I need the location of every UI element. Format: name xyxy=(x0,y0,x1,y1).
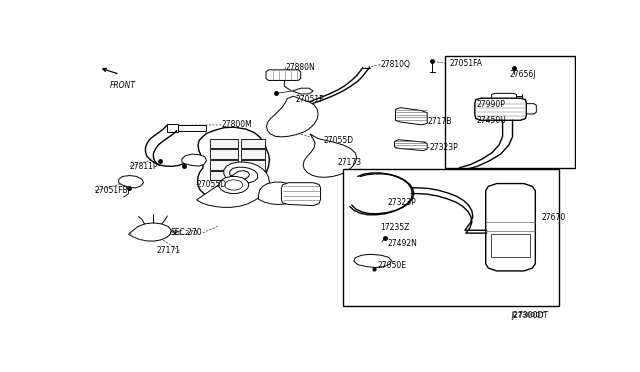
Polygon shape xyxy=(527,104,536,114)
Polygon shape xyxy=(167,124,178,132)
Text: J27300DT: J27300DT xyxy=(511,311,548,320)
Text: 27656J: 27656J xyxy=(509,70,536,79)
Text: FRONT: FRONT xyxy=(110,81,136,90)
Polygon shape xyxy=(196,162,269,207)
Text: SEC.270: SEC.270 xyxy=(171,228,202,237)
Circle shape xyxy=(219,176,248,193)
Text: 27055D: 27055D xyxy=(196,180,227,189)
Polygon shape xyxy=(211,139,237,148)
Text: 27811P: 27811P xyxy=(129,162,158,171)
Polygon shape xyxy=(129,223,172,241)
Polygon shape xyxy=(492,93,516,100)
Text: 27880N: 27880N xyxy=(286,63,316,72)
Text: 27051FB: 27051FB xyxy=(95,186,129,195)
Polygon shape xyxy=(343,169,559,306)
Text: 27492N: 27492N xyxy=(388,239,417,248)
Text: 27050E: 27050E xyxy=(378,261,406,270)
Text: 27051F: 27051F xyxy=(296,94,324,103)
Polygon shape xyxy=(211,171,237,180)
Text: 27051FA: 27051FA xyxy=(449,59,483,68)
Text: 27990P: 27990P xyxy=(477,100,506,109)
Text: SEC.270: SEC.270 xyxy=(171,230,198,236)
Text: 27323P: 27323P xyxy=(429,143,458,152)
Polygon shape xyxy=(241,139,264,148)
Polygon shape xyxy=(396,108,428,125)
Polygon shape xyxy=(241,160,264,170)
Text: 27171: 27171 xyxy=(157,246,181,255)
Polygon shape xyxy=(211,160,237,170)
Polygon shape xyxy=(241,171,264,180)
Text: 27450U: 27450U xyxy=(477,116,506,125)
Text: 27670: 27670 xyxy=(541,214,566,222)
Text: 27810Q: 27810Q xyxy=(380,60,410,69)
Polygon shape xyxy=(211,149,237,158)
Text: 27800M: 27800M xyxy=(221,121,252,129)
Text: 2717B: 2717B xyxy=(428,118,452,126)
Text: 17235Z: 17235Z xyxy=(380,224,410,232)
Polygon shape xyxy=(292,88,313,94)
Polygon shape xyxy=(475,98,527,120)
Polygon shape xyxy=(354,254,392,267)
Text: 27055D: 27055D xyxy=(323,136,353,145)
Polygon shape xyxy=(241,149,264,158)
Polygon shape xyxy=(266,96,318,137)
Circle shape xyxy=(225,180,243,190)
Polygon shape xyxy=(177,125,207,131)
Polygon shape xyxy=(445,56,575,169)
Polygon shape xyxy=(266,70,301,80)
Text: J27300DT: J27300DT xyxy=(511,312,545,318)
Text: 27323P: 27323P xyxy=(388,198,416,207)
Text: 27173: 27173 xyxy=(338,158,362,167)
Polygon shape xyxy=(348,195,380,205)
Polygon shape xyxy=(182,154,207,166)
Polygon shape xyxy=(198,127,269,200)
Polygon shape xyxy=(282,183,321,206)
Polygon shape xyxy=(486,183,535,271)
Polygon shape xyxy=(259,182,300,205)
Polygon shape xyxy=(491,234,531,257)
Polygon shape xyxy=(303,134,356,177)
Polygon shape xyxy=(118,176,143,188)
Polygon shape xyxy=(394,140,428,151)
